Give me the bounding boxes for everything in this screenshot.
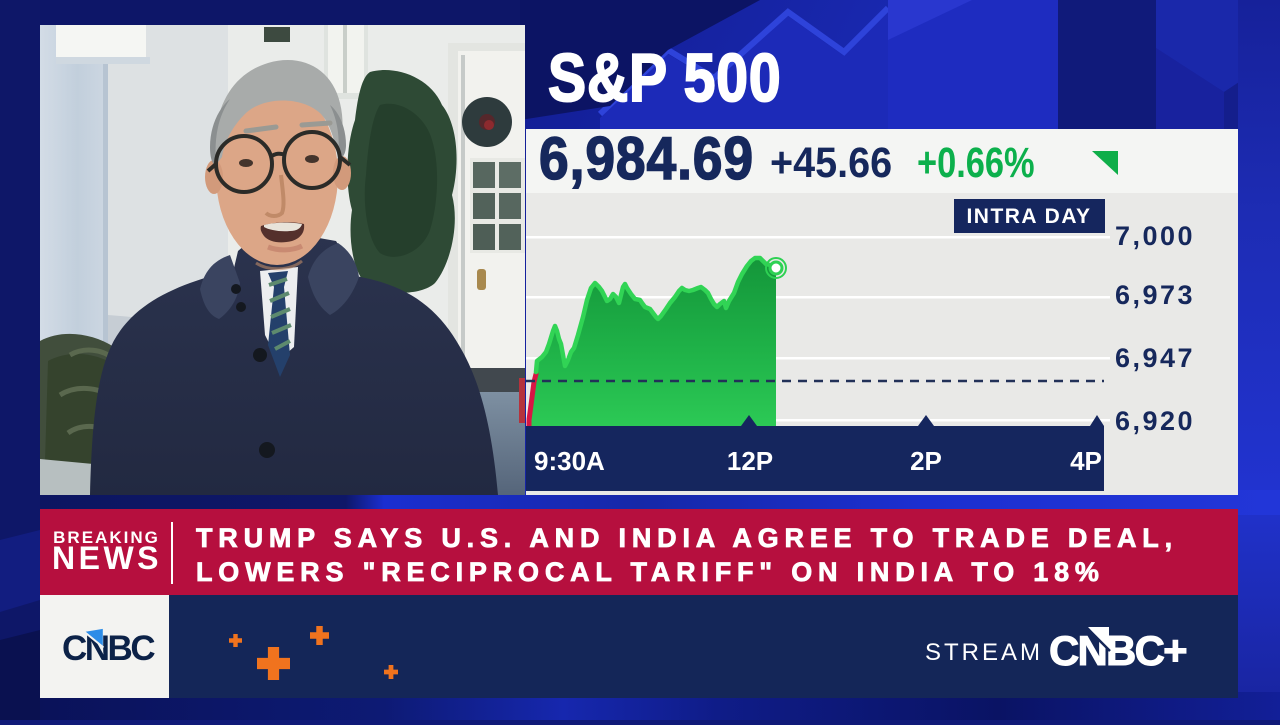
svg-text:6,947: 6,947	[1115, 343, 1195, 373]
svg-text:2P: 2P	[910, 446, 942, 476]
svg-text:CNBC: CNBC	[62, 629, 155, 668]
svg-text:6,920: 6,920	[1115, 406, 1195, 436]
svg-text:INTRA DAY: INTRA DAY	[966, 205, 1091, 228]
svg-text:7,000: 7,000	[1115, 221, 1195, 251]
svg-text:4P: 4P	[1070, 446, 1102, 476]
svg-text:12P: 12P	[727, 446, 773, 476]
svg-text:CNBC+: CNBC+	[1049, 627, 1186, 674]
svg-text:6,973: 6,973	[1115, 280, 1195, 310]
svg-text:9:30A: 9:30A	[534, 446, 605, 476]
